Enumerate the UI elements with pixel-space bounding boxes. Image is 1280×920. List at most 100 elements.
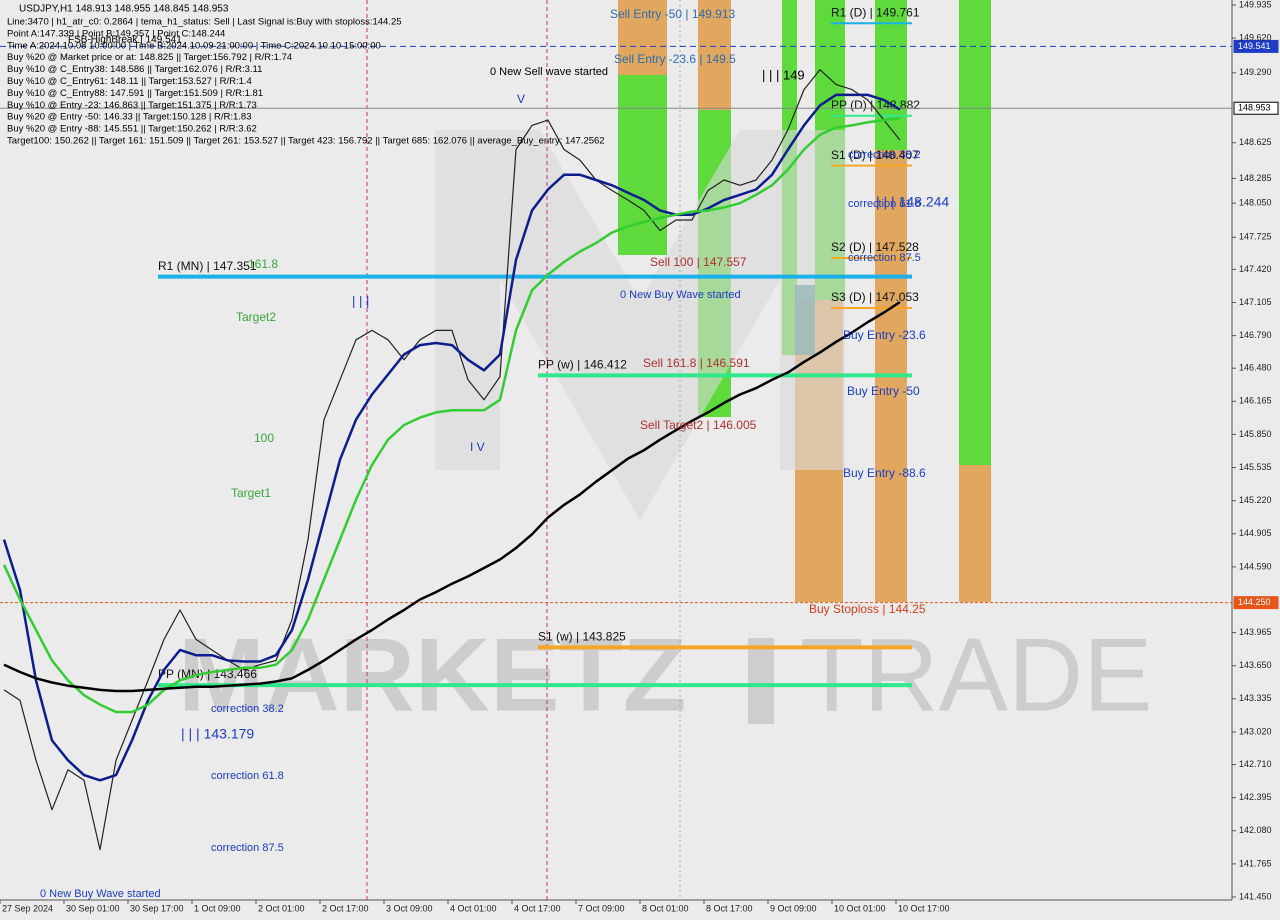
annotation: 0 New Sell wave started [490, 66, 608, 78]
annotation: Buy Stoploss | 144.25 [809, 602, 926, 616]
series-line [3, 69, 901, 851]
annotation: I V [470, 440, 485, 454]
watermark: MARKETZ TRADE [178, 130, 1152, 733]
annotations: Sell Entry -50 | 149.913 Sell Entry -23.6… [40, 7, 949, 900]
info-line: Buy %10 @ C_Entry61: 148.11 || Target:15… [7, 76, 252, 87]
annotation: Sell 100 | 147.557 [650, 255, 747, 269]
annotation: V [517, 92, 525, 106]
price-marker-label: 148.953 [1238, 103, 1271, 113]
level-label: PP (w) | 146.412 [538, 358, 627, 372]
info-line: Line:3470 | h1_atr_c0: 0.2864 | tema_h1_… [7, 17, 402, 28]
y-tick-label: 144.590 [1239, 561, 1272, 571]
level-label: S1 (D) | 148.407 [831, 148, 919, 162]
x-tick-label: 4 Oct 17:00 [514, 903, 561, 913]
info-line: Time A:2024.10.08 10:00:00 | Time B:2024… [7, 40, 381, 51]
y-tick-label: 145.850 [1239, 429, 1272, 439]
y-tick-label: 147.725 [1239, 232, 1272, 242]
x-tick-label: 7 Oct 09:00 [578, 903, 625, 913]
annotation: FSB-HighBreak | 149.541 [68, 35, 182, 46]
info-line: Target100: 150.262 || Target 161: 151.50… [7, 136, 605, 147]
watermark-logo [435, 130, 845, 520]
info-line: Buy %20 @ Market price or at: 148.825 ||… [7, 52, 292, 63]
y-tick-label: 141.450 [1239, 891, 1272, 901]
annotation: | | | 143.179 [181, 726, 254, 742]
watermark-bar [748, 638, 774, 724]
annotation: 0 New Buy Wave started [40, 888, 161, 900]
x-tick-label: 2 Oct 17:00 [322, 903, 369, 913]
zone [959, 0, 991, 465]
y-tick-label: 149.935 [1239, 0, 1272, 9]
annotation: Sell Entry -23.6 | 149.5 [614, 52, 736, 66]
annotation: Buy Entry -88.6 [843, 466, 926, 480]
level-label: R1 (D) | 149.761 [831, 5, 920, 19]
annotation: Sell Entry -50 | 149.913 [610, 7, 736, 21]
series-line [2, 116, 901, 714]
annotation: | | | [352, 293, 369, 308]
annotation: | | | 148.244 [876, 194, 949, 210]
annotation: correction 87.5 [211, 842, 284, 854]
x-tick-label: 4 Oct 01:00 [450, 903, 497, 913]
level-label: S3 (D) | 147.053 [831, 290, 919, 304]
y-tick-label: 142.710 [1239, 759, 1272, 769]
price-marker-label: 144.250 [1238, 597, 1271, 607]
price-marker-box [1233, 39, 1279, 53]
y-tick-label: 143.965 [1239, 627, 1272, 637]
annotation: | | | 149 [762, 67, 805, 82]
symbol-line: USDJPY,H1 148.913 148.955 148.845 148.95… [19, 4, 229, 15]
y-tick-label: 145.535 [1239, 462, 1272, 472]
levels: R1 (MN) | 147.351 PP (w) | 146.412 S1 (w) … [0, 5, 1232, 688]
y-tick-label: 149.290 [1239, 67, 1272, 77]
y-tick-label: 144.905 [1239, 528, 1272, 538]
y-tick-label: 146.790 [1239, 330, 1272, 340]
info-line: Buy %10 @ C_Entry88: 147.591 || Target:1… [7, 88, 263, 99]
zone [618, 0, 667, 75]
x-tick-label: 27 Sep 2024 [2, 903, 53, 913]
annotation: Sell Target2 | 146.005 [640, 418, 757, 432]
watermark-text: MARKETZ [178, 617, 686, 733]
y-tick-label: 146.165 [1239, 396, 1272, 406]
y-tick-label: 142.080 [1239, 825, 1272, 835]
annotation: 100 [254, 431, 274, 445]
x-tick-label: 1 Oct 09:00 [194, 903, 241, 913]
annotation: correction 87.5 [848, 252, 921, 264]
y-tick-label: 142.395 [1239, 792, 1272, 802]
level-label: R1 (MN) | 147.351 [158, 259, 257, 273]
y-tick-label: 146.480 [1239, 363, 1272, 373]
annotation: correction 38.2 [848, 149, 921, 161]
annotation: correction 61.8 [211, 770, 284, 782]
info-line: Point A:147.339 | Point B:149.357 | Poin… [7, 28, 225, 39]
x-tick-label: 30 Sep 17:00 [130, 903, 184, 913]
annotation: correction 38.2 [211, 703, 284, 715]
series [2, 69, 901, 851]
zone [959, 465, 991, 602]
zone [698, 0, 731, 110]
price-marker-box [1233, 101, 1279, 115]
level-label: S1 (w) | 143.825 [538, 629, 626, 643]
info-line: Buy %10 @ C_Entry38: 148.586 || Target:1… [7, 64, 262, 75]
y-tick-label: 143.650 [1239, 660, 1272, 670]
annotation: Target1 [231, 486, 271, 500]
y-tick-label: 148.625 [1239, 137, 1272, 147]
price-marker-label: 149.541 [1238, 41, 1271, 51]
zone [618, 75, 667, 255]
x-tick-label: 10 Oct 01:00 [834, 903, 886, 913]
level-label: S2 (D) | 147.528 [831, 240, 919, 254]
x-tick-label: 10 Oct 17:00 [898, 903, 950, 913]
y-tick-label: 147.105 [1239, 297, 1272, 307]
annotation: Buy Entry -50 [847, 384, 920, 398]
y-tick-label: 143.335 [1239, 693, 1272, 703]
y-tick-label: 141.765 [1239, 858, 1272, 868]
watermark-text: TRADE [800, 617, 1152, 733]
level-label: PP (MN) | 143.466 [158, 667, 257, 681]
header: USDJPY,H1 148.913 148.955 148.845 148.95… [7, 4, 605, 147]
y-tick-label: 147.420 [1239, 264, 1272, 274]
x-tick-label: 2 Oct 01:00 [258, 903, 305, 913]
annotation: 161.8 [248, 257, 278, 271]
zone [875, 0, 907, 150]
annotation: Buy Entry -23.6 [843, 328, 926, 342]
y-tick-label: 145.220 [1239, 495, 1272, 505]
y-tick-label: 148.050 [1239, 198, 1272, 208]
